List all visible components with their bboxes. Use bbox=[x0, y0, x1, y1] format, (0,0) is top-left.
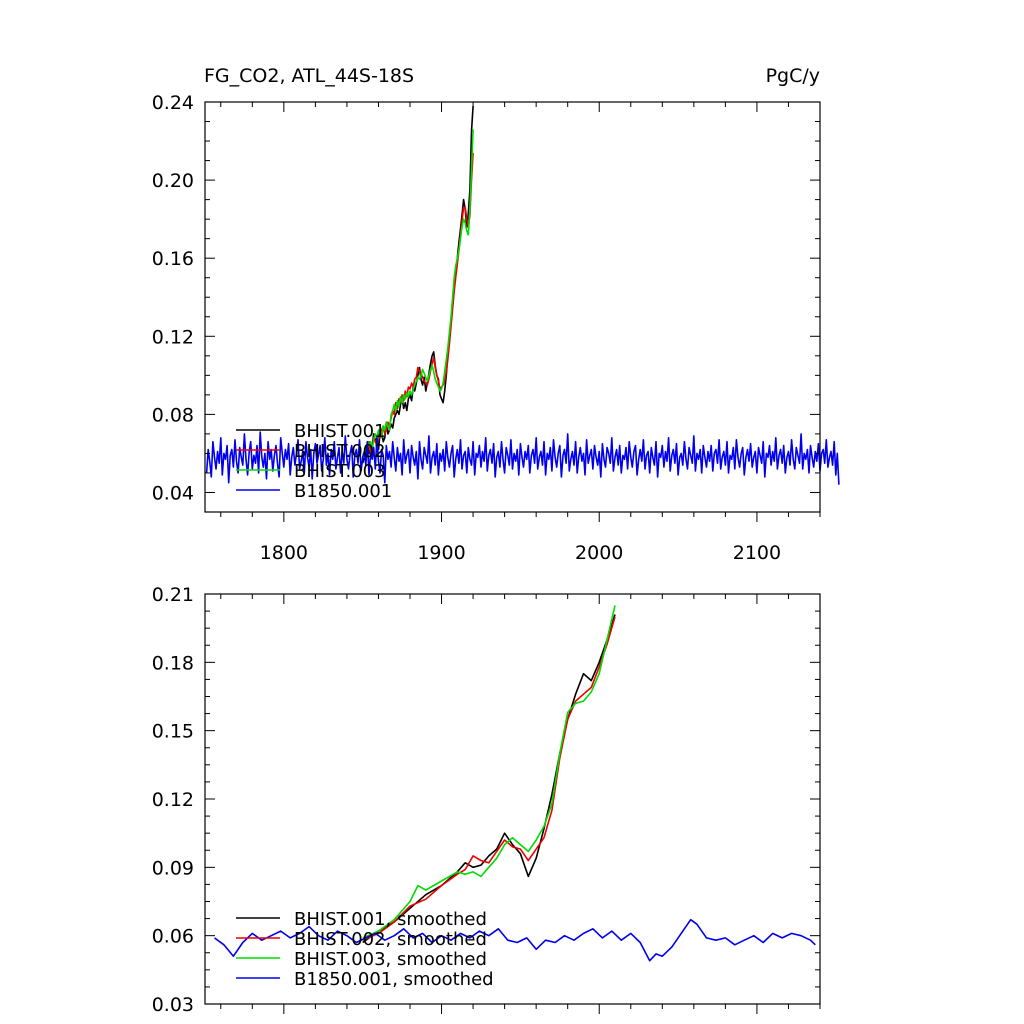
legend-label: BHIST.002 bbox=[294, 441, 386, 462]
legend-label: BHIST.001, smoothed bbox=[294, 909, 487, 930]
y-tick-label: 0.06 bbox=[152, 926, 194, 948]
legend-label: BHIST.002, smoothed bbox=[294, 929, 487, 950]
y-tick-label: 0.09 bbox=[152, 857, 194, 879]
legend-label: B1850.001, smoothed bbox=[294, 969, 494, 990]
y-tick-label: 0.24 bbox=[152, 92, 194, 114]
x-tick-label: 2100 bbox=[733, 542, 781, 564]
y-tick-label: 0.16 bbox=[152, 248, 194, 270]
legend-label: B1850.001 bbox=[294, 481, 392, 502]
x-tick-label: 2000 bbox=[575, 542, 623, 564]
x-tick-label: 1900 bbox=[417, 542, 465, 564]
series-line-bhist-001 bbox=[361, 105, 474, 464]
legend-label: BHIST.001 bbox=[294, 421, 386, 442]
y-tick-label: 0.12 bbox=[152, 326, 194, 348]
plot-frame bbox=[204, 101, 821, 513]
y-tick-label: 0.18 bbox=[152, 652, 194, 674]
legend-label: BHIST.003 bbox=[294, 461, 386, 482]
y-tick-label: 0.08 bbox=[152, 404, 194, 426]
y-tick-label: 0.03 bbox=[152, 994, 194, 1016]
legend-label: BHIST.003, smoothed bbox=[294, 949, 487, 970]
series-line-bhist-003 bbox=[361, 129, 474, 459]
series-line-b1850-001-smoothed bbox=[214, 918, 816, 962]
x-tick-label: 1800 bbox=[260, 542, 308, 564]
series-line-b1850-001 bbox=[205, 431, 840, 485]
y-tick-label: 0.04 bbox=[152, 482, 194, 504]
top-panel: FG_CO2, ATL_44S-18S PgC/y 0.04 0.08 0.12 0.… bbox=[152, 65, 840, 564]
units-label: PgC/y bbox=[766, 65, 820, 87]
bottom-panel: 0.03 0.06 0.09 0.12 0.15 0.18 0.21 BHIST.001, s… bbox=[152, 584, 821, 1016]
y-tick-label: 0.15 bbox=[152, 721, 194, 743]
y-tick-label: 0.20 bbox=[152, 170, 194, 192]
series-line-bhist-002 bbox=[361, 152, 474, 458]
series-line-bhist-003-smoothed bbox=[362, 605, 616, 939]
y-tick-label: 0.21 bbox=[152, 584, 194, 606]
series-line-bhist-001-smoothed bbox=[362, 614, 616, 944]
series-line-bhist-002-smoothed bbox=[362, 616, 616, 941]
chart-title: FG_CO2, ATL_44S-18S bbox=[204, 65, 414, 87]
y-tick-label: 0.12 bbox=[152, 789, 194, 811]
